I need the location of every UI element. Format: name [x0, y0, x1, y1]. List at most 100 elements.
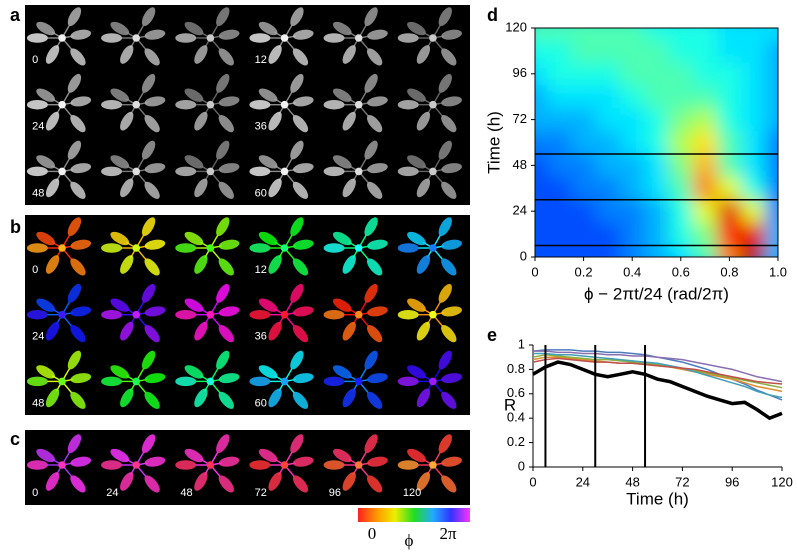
- plant: [249, 217, 314, 276]
- leaf: [184, 21, 204, 36]
- plant: [249, 7, 314, 66]
- leaf: [367, 373, 388, 384]
- leaf: [407, 365, 426, 379]
- leaf: [218, 475, 234, 493]
- contour-cell: [547, 222, 572, 246]
- plant: [323, 140, 388, 199]
- leaf: [216, 283, 230, 303]
- leaf: [332, 88, 352, 102]
- contour-cell: [741, 28, 766, 40]
- leaf: [249, 33, 271, 43]
- leaf: [407, 298, 426, 312]
- contour-cell: [547, 153, 572, 177]
- time-label: 120: [403, 487, 421, 499]
- leaf: [332, 21, 352, 36]
- contour-cell: [692, 85, 718, 109]
- colorbar-min: 0: [368, 524, 377, 543]
- panel-label: b: [10, 217, 21, 237]
- panel-label: e: [487, 325, 497, 345]
- leaf: [364, 73, 378, 93]
- leaf: [70, 306, 92, 317]
- leaf: [218, 163, 240, 174]
- rosette-center: [132, 377, 141, 386]
- leaf: [438, 434, 452, 453]
- leaf: [101, 166, 122, 177]
- leaf: [70, 325, 86, 343]
- leaf: [366, 181, 383, 199]
- leaf: [144, 239, 166, 250]
- leaf: [45, 388, 60, 408]
- leaf: [441, 29, 462, 40]
- contour-cell: [741, 62, 766, 86]
- contour-cell: [741, 222, 766, 246]
- leaf: [70, 258, 86, 276]
- time-label: 60: [255, 397, 267, 409]
- y-axis-label: Time (h): [484, 111, 503, 174]
- contour-cell: [668, 153, 693, 177]
- contour-cell: [741, 245, 766, 257]
- contour-cell: [644, 199, 669, 223]
- leaf: [249, 166, 271, 177]
- leaf: [268, 178, 282, 198]
- leaf: [141, 73, 156, 93]
- leaf: [194, 321, 208, 341]
- x-tick-label: 0: [531, 264, 538, 279]
- y-tick-label: 72: [513, 111, 527, 126]
- leaf: [323, 460, 345, 470]
- y-tick-label: 0.2: [507, 434, 525, 449]
- leaf: [292, 258, 309, 276]
- y-tick-label: 0.8: [507, 361, 525, 376]
- leaf: [397, 309, 419, 320]
- x-axis-label: ϕ − 2πt/24 (rad/2π): [584, 284, 729, 303]
- x-tick-label: 72: [675, 474, 689, 489]
- leaf: [26, 166, 48, 177]
- plant: [101, 434, 166, 493]
- leaf: [144, 391, 160, 409]
- leaf: [70, 456, 92, 467]
- contour-cell: [717, 176, 742, 200]
- leaf: [218, 373, 240, 384]
- leaf: [184, 88, 204, 102]
- leaf: [290, 73, 304, 93]
- leaf: [110, 155, 130, 169]
- contour-cell: [668, 39, 693, 63]
- leaf: [332, 365, 352, 379]
- rosette-center: [58, 310, 66, 319]
- leaf: [367, 306, 388, 317]
- rosette-center: [429, 461, 437, 469]
- rosette-center: [132, 34, 141, 42]
- rosette-center: [206, 244, 215, 252]
- rosette-center: [280, 244, 289, 252]
- leaf: [416, 45, 431, 64]
- contour-cell: [595, 39, 621, 63]
- contour-cell: [717, 62, 742, 86]
- time-label: 24: [32, 331, 44, 343]
- leaf: [144, 456, 166, 467]
- leaf: [441, 96, 462, 107]
- rosette-center: [429, 167, 437, 176]
- leaf: [70, 373, 92, 384]
- leaf: [36, 298, 55, 312]
- leaf: [438, 73, 452, 93]
- contour-cell: [668, 176, 693, 200]
- contour-cell: [535, 62, 548, 86]
- leaf: [70, 475, 86, 493]
- plant: [101, 217, 166, 276]
- leaf: [407, 21, 426, 36]
- leaf: [110, 298, 130, 312]
- time-label: 0: [32, 54, 38, 66]
- leaf: [364, 7, 378, 26]
- plant: [323, 217, 388, 276]
- data-line: [532, 360, 783, 421]
- contour-cell: [620, 176, 645, 200]
- contour-cell: [620, 28, 645, 40]
- contour-cell: [547, 176, 572, 200]
- time-label: 36: [255, 331, 267, 343]
- leaf: [342, 45, 356, 64]
- leaf: [258, 365, 278, 379]
- leaf: [175, 460, 197, 470]
- leaf: [367, 239, 388, 250]
- contour-cell: [571, 131, 596, 154]
- time-label: 48: [32, 397, 44, 409]
- leaf: [36, 365, 55, 379]
